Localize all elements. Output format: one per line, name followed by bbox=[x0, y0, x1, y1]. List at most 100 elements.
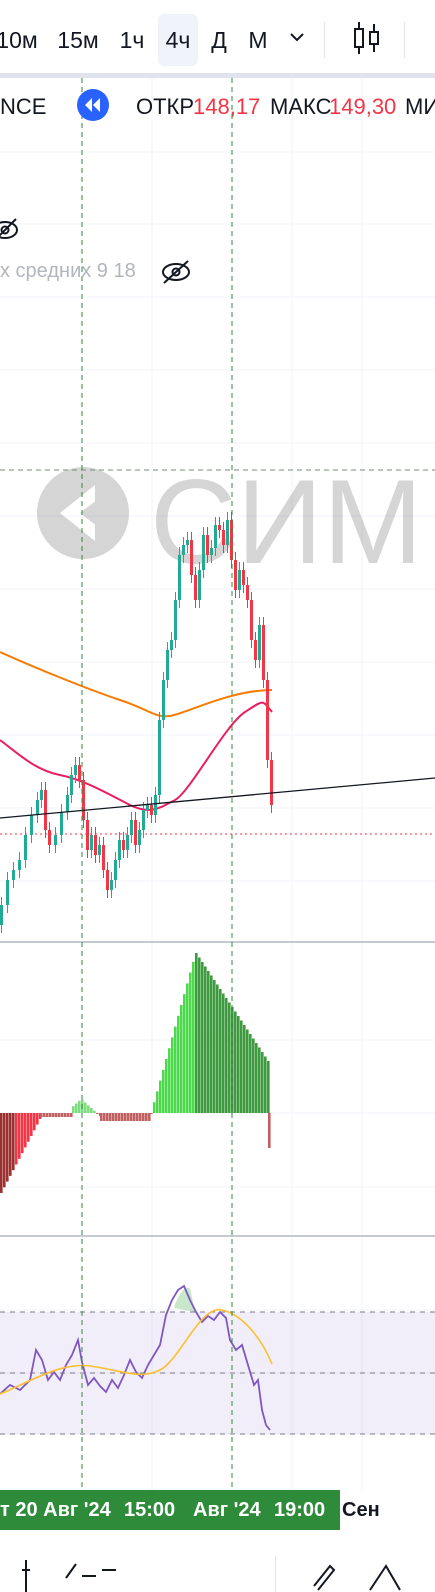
histogram-bar bbox=[52, 1113, 55, 1117]
histogram-bar bbox=[228, 1002, 231, 1113]
time-axis[interactable]: т 20 Авг '24 15:00 Авг '24 19:00 Сен bbox=[0, 1490, 435, 1530]
time-axis-label: т 20 Авг '24 bbox=[0, 1499, 111, 1521]
candle bbox=[90, 827, 93, 858]
histogram-bar bbox=[27, 1113, 30, 1142]
trend-line[interactable] bbox=[0, 777, 435, 819]
open-label: ОТКР bbox=[136, 94, 195, 119]
moving-averages-indicator-label[interactable]: х средних 9 18 bbox=[0, 260, 136, 282]
histogram-bar bbox=[145, 1113, 148, 1121]
histogram-bar bbox=[219, 989, 222, 1113]
bottom-toolbar bbox=[0, 1548, 435, 1592]
hidden-eye-icon[interactable] bbox=[160, 258, 192, 286]
price-chart[interactable]: СИМ bbox=[0, 78, 435, 1498]
chevron-down-icon[interactable] bbox=[286, 26, 308, 48]
histogram-bar bbox=[165, 1059, 168, 1113]
histogram-bar bbox=[49, 1113, 52, 1117]
high-label: МАКС bbox=[270, 94, 332, 119]
histogram-bar bbox=[264, 1056, 267, 1113]
histogram-bar bbox=[78, 1100, 81, 1113]
histogram-bar bbox=[195, 953, 198, 1113]
histogram-bar bbox=[84, 1102, 87, 1113]
histogram-bar bbox=[186, 983, 189, 1113]
candle bbox=[146, 797, 149, 818]
timeframe-4h-button[interactable]: 4ч bbox=[158, 14, 198, 66]
histogram-bar bbox=[130, 1113, 133, 1121]
histogram-bar bbox=[112, 1113, 115, 1121]
candlesticks bbox=[0, 512, 273, 933]
histogram-bar bbox=[210, 975, 213, 1113]
symbol-legend: NCE ОТКР 148,17 МАКС 149,30 МИ bbox=[0, 86, 435, 130]
histogram-bar bbox=[222, 993, 225, 1113]
candle bbox=[60, 804, 63, 843]
candle bbox=[202, 527, 205, 578]
histogram-bar bbox=[153, 1102, 156, 1113]
candle bbox=[122, 832, 125, 858]
candle bbox=[162, 672, 165, 728]
histogram-bar bbox=[46, 1113, 49, 1117]
timeframe-15m-button[interactable]: 15м bbox=[57, 27, 99, 53]
candle bbox=[94, 827, 97, 863]
histogram-bar bbox=[70, 1113, 73, 1117]
watermark: СИМ bbox=[37, 455, 423, 589]
candle bbox=[226, 512, 229, 553]
candle bbox=[158, 712, 161, 803]
histogram-bar bbox=[180, 1005, 183, 1113]
histogram-bar bbox=[240, 1020, 243, 1113]
hidden-eye-icon[interactable] bbox=[0, 216, 20, 244]
brush-icon[interactable] bbox=[308, 1556, 338, 1592]
timeframe-1h-button[interactable]: 1ч bbox=[119, 27, 145, 53]
timeframe-day-button[interactable]: Д bbox=[211, 27, 227, 53]
candle bbox=[234, 552, 237, 598]
candle bbox=[270, 752, 273, 813]
candle bbox=[254, 632, 257, 668]
candle bbox=[266, 672, 269, 768]
histogram-bar bbox=[136, 1113, 139, 1121]
timeframe-10m-button[interactable]: 10м bbox=[0, 27, 38, 53]
histogram-bar bbox=[255, 1043, 258, 1113]
candle bbox=[258, 617, 261, 668]
cursor-tool-icon[interactable] bbox=[18, 1556, 48, 1592]
histogram-bar bbox=[103, 1113, 106, 1121]
histogram-bar bbox=[61, 1113, 64, 1117]
histogram-bar bbox=[268, 1113, 271, 1148]
toolbar-divider bbox=[324, 22, 325, 58]
histogram-bar bbox=[36, 1113, 39, 1125]
timeframe-month-button[interactable]: М bbox=[248, 27, 268, 53]
candle bbox=[24, 827, 27, 868]
candle bbox=[78, 757, 81, 788]
symbol-name[interactable]: NCE bbox=[0, 94, 47, 119]
candle bbox=[190, 532, 193, 583]
drawing-tools-icon[interactable] bbox=[62, 1558, 122, 1592]
candle bbox=[210, 540, 213, 563]
candle bbox=[174, 592, 177, 648]
replay-button[interactable] bbox=[77, 89, 109, 121]
histogram-bar bbox=[168, 1048, 171, 1113]
candle bbox=[182, 537, 185, 563]
candle bbox=[110, 872, 113, 898]
candle bbox=[44, 782, 47, 838]
candle bbox=[36, 792, 39, 823]
candle bbox=[250, 592, 253, 648]
candle bbox=[66, 787, 69, 820]
candles-chart-type-icon[interactable] bbox=[352, 20, 382, 56]
time-axis-label: 15:00 bbox=[124, 1499, 176, 1521]
candle bbox=[186, 532, 189, 553]
histogram-bar bbox=[127, 1113, 130, 1121]
histogram-bar bbox=[115, 1113, 118, 1121]
rsi-moving-average-line bbox=[0, 1309, 273, 1395]
histogram-bar bbox=[100, 1113, 103, 1121]
measure-icon[interactable] bbox=[366, 1556, 402, 1592]
candle bbox=[134, 812, 137, 853]
histogram-bar bbox=[237, 1016, 240, 1113]
histogram-bar bbox=[124, 1113, 127, 1121]
time-axis-label: 19:00 bbox=[274, 1499, 326, 1521]
histogram-bar bbox=[18, 1113, 21, 1159]
candle bbox=[54, 827, 57, 853]
candle bbox=[40, 782, 43, 808]
histogram-bar bbox=[6, 1113, 9, 1182]
histogram-bar bbox=[183, 994, 186, 1113]
histogram-bar bbox=[3, 1113, 6, 1188]
chart-grid bbox=[0, 151, 435, 1435]
histogram-bar bbox=[58, 1113, 61, 1117]
histogram-bar bbox=[9, 1113, 12, 1176]
